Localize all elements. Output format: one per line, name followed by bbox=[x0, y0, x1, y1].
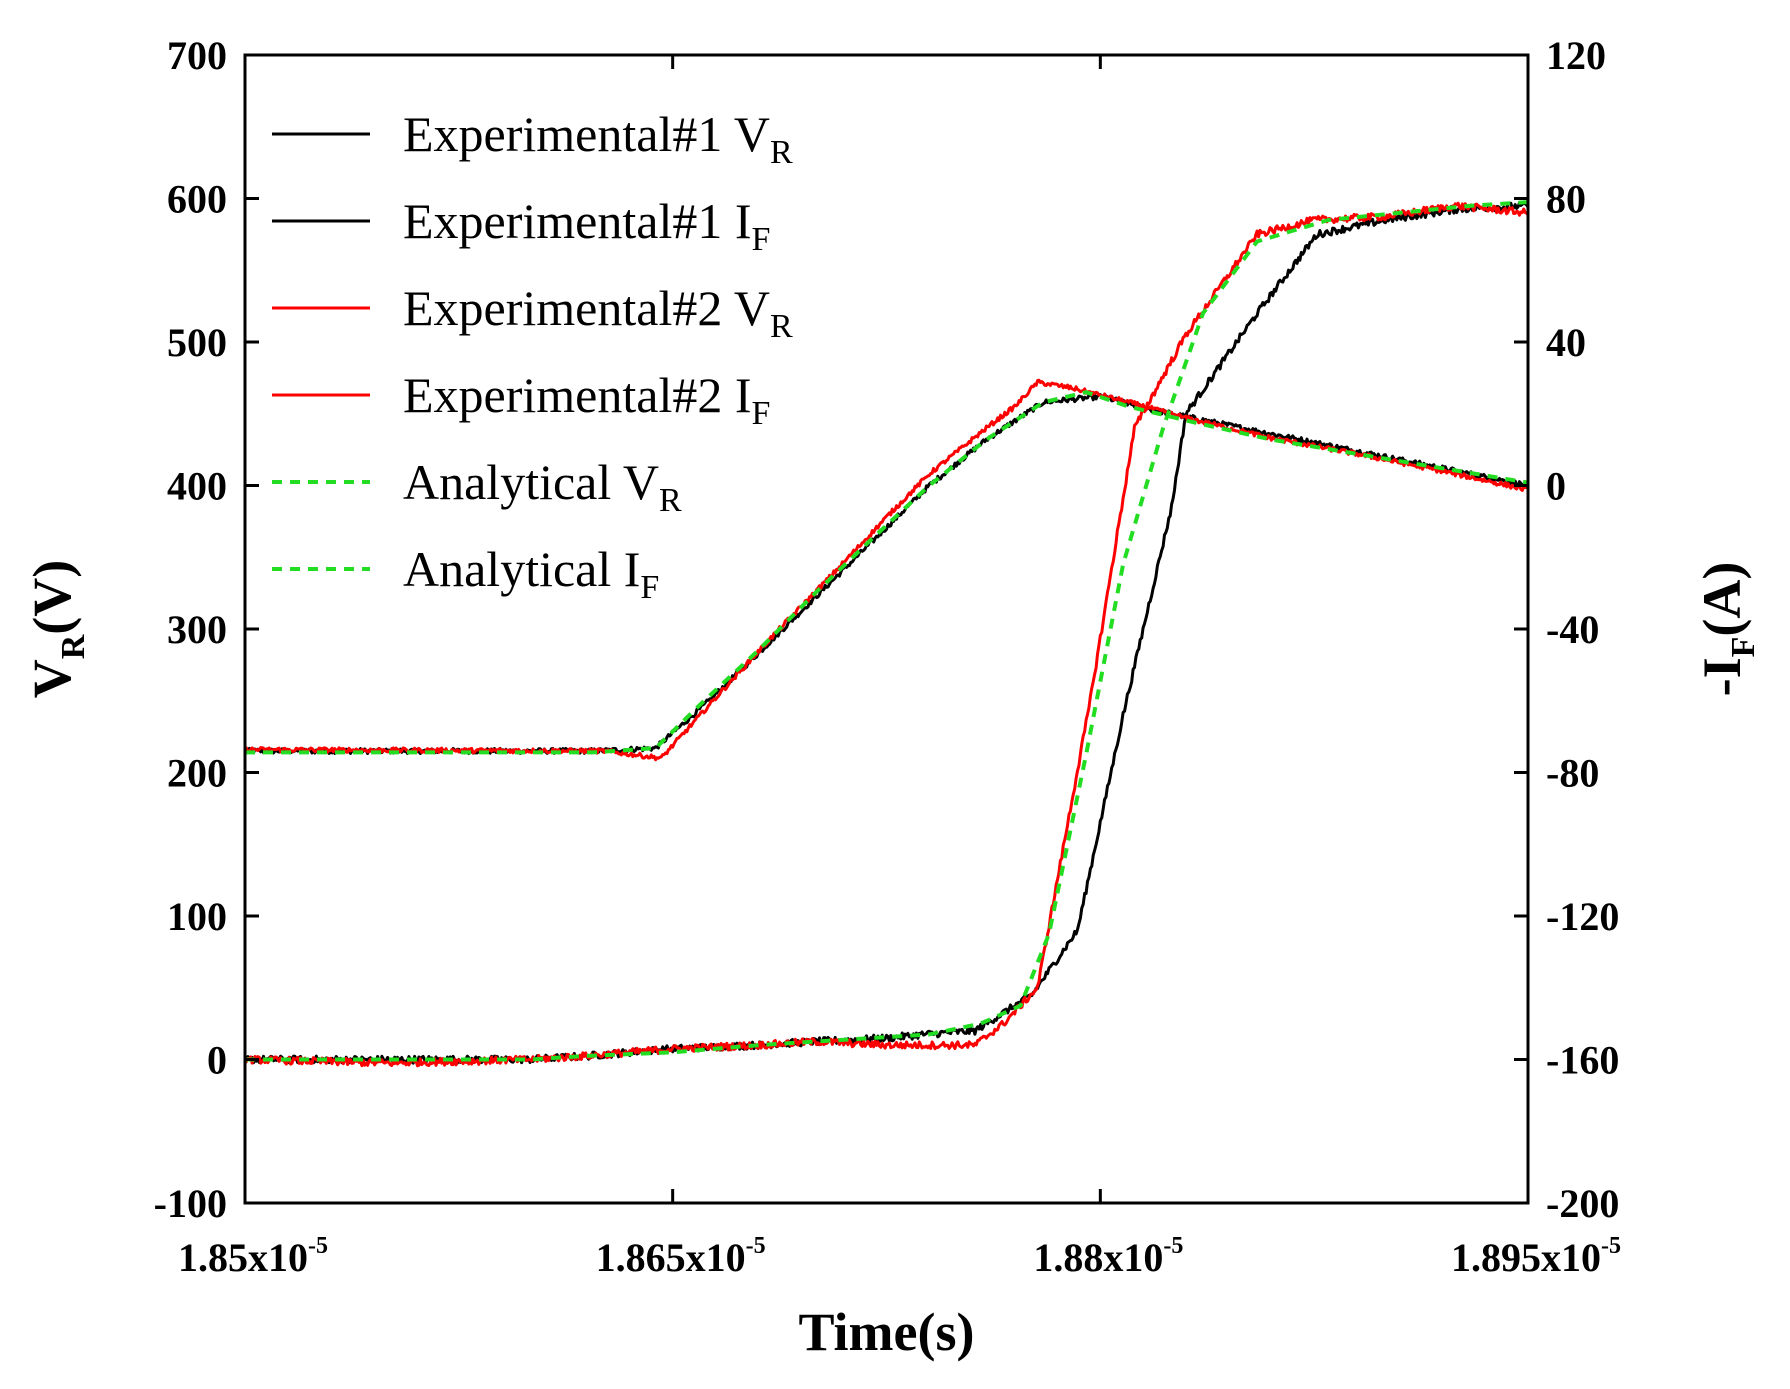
series-line-5 bbox=[245, 390, 1528, 755]
y2-tick-label: -160 bbox=[1546, 1038, 1619, 1083]
y-tick-label: 500 bbox=[167, 320, 227, 365]
y-tick-label: 200 bbox=[167, 751, 227, 796]
legend-label: Experimental#1 IF bbox=[403, 193, 770, 258]
y2-tick-label: 40 bbox=[1546, 320, 1586, 365]
y-axis-title-sub: R bbox=[55, 634, 92, 659]
y-tick-label: -100 bbox=[154, 1181, 227, 1226]
ticks-layer: -1000100200300400500600700-200-160-120-8… bbox=[154, 33, 1621, 1280]
y-tick-label: 100 bbox=[167, 894, 227, 939]
series-line-4 bbox=[245, 201, 1528, 1068]
legend-label: Analytical IF bbox=[403, 541, 659, 606]
y2-tick-label: -120 bbox=[1546, 894, 1619, 939]
y2-tick-label: -200 bbox=[1546, 1181, 1619, 1226]
y-axis-title-main: V bbox=[22, 659, 82, 698]
y-axis-title: VR(V) bbox=[22, 560, 92, 699]
y-tick-label: 0 bbox=[207, 1038, 227, 1083]
y2-axis-title-tail: (A) bbox=[1692, 562, 1752, 637]
x-tick-label: 1.895x10-5 bbox=[1451, 1233, 1621, 1280]
y2-tick-label: 120 bbox=[1546, 33, 1606, 78]
y2-tick-label: -40 bbox=[1546, 607, 1599, 652]
x-tick-label: 1.865x10-5 bbox=[596, 1233, 766, 1280]
x-tick-label: 1.85x10-5 bbox=[178, 1233, 328, 1280]
legend-label: Experimental#1 VR bbox=[403, 106, 793, 171]
series-line-3 bbox=[245, 378, 1528, 762]
series-line-6 bbox=[245, 200, 1528, 1062]
y-tick-label: 600 bbox=[167, 177, 227, 222]
legend-label: Experimental#2 VR bbox=[403, 280, 793, 345]
legend-label: Experimental#2 IF bbox=[403, 367, 770, 432]
series-layer bbox=[245, 200, 1528, 1068]
y-tick-label: 700 bbox=[167, 33, 227, 78]
y2-tick-label: 0 bbox=[1546, 464, 1566, 509]
y-tick-label: 400 bbox=[167, 464, 227, 509]
y2-axis-title-sub: F bbox=[1725, 637, 1762, 658]
y2-axis-title: -IF(A) bbox=[1692, 562, 1762, 697]
legend-label: Analytical VR bbox=[403, 454, 682, 519]
x-tick-label: 1.88x10-5 bbox=[1033, 1233, 1183, 1280]
x-axis-title: Time(s) bbox=[799, 1302, 975, 1362]
y2-axis-title-main: -I bbox=[1692, 657, 1752, 696]
y-tick-label: 300 bbox=[167, 607, 227, 652]
y2-tick-label: -80 bbox=[1546, 751, 1599, 796]
y-axis-title-tail: (V) bbox=[22, 560, 82, 635]
legend: Experimental#1 VR Experimental#1 IF Experi… bbox=[272, 106, 793, 606]
y2-tick-label: 80 bbox=[1546, 177, 1586, 222]
